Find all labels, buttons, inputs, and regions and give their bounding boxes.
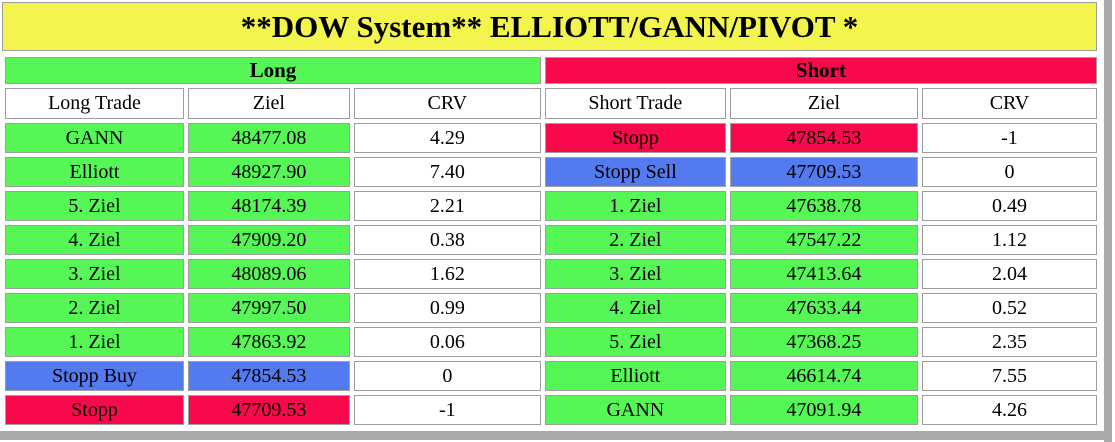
short-trade-cell: 2. Ziel — [544, 225, 726, 255]
short-crv-cell: 1.12 — [921, 225, 1097, 255]
table-row: 2. Ziel 47997.50 0.99 4. Ziel 47633.44 0.52 — [5, 293, 1097, 323]
long-ziel-cell: 47997.50 — [187, 293, 350, 323]
long-trade-cell: Stopp — [5, 395, 184, 425]
short-ziel-cell: 47854.53 — [729, 123, 918, 153]
long-trade-cell: 3. Ziel — [5, 259, 184, 289]
long-crv-cell: 0.06 — [353, 327, 541, 357]
table-row: GANN 48477.08 4.29 Stopp 47854.53 -1 — [5, 123, 1097, 153]
short-trade-cell: Stopp — [544, 123, 726, 153]
short-crv-cell: 2.04 — [921, 259, 1097, 289]
short-crv-cell: 0 — [921, 157, 1097, 187]
long-trade-cell: 2. Ziel — [5, 293, 184, 323]
short-trade-cell: Elliott — [544, 361, 726, 391]
short-crv-cell: 4.26 — [921, 395, 1097, 425]
long-crv-cell: 7.40 — [353, 157, 541, 187]
short-ziel-header: Ziel — [729, 88, 918, 119]
long-ziel-cell: 47909.20 — [187, 225, 350, 255]
long-trade-cell: Stopp Buy — [5, 361, 184, 391]
short-trade-cell: 3. Ziel — [544, 259, 726, 289]
long-ziel-header: Ziel — [187, 88, 350, 119]
window-frame-right — [1104, 0, 1112, 442]
long-crv-cell: 2.21 — [353, 191, 541, 221]
short-crv-cell: 7.55 — [921, 361, 1097, 391]
long-ziel-cell: 47709.53 — [187, 395, 350, 425]
short-crv-cell: 2.35 — [921, 327, 1097, 357]
window-frame-bottom — [0, 431, 1104, 440]
table-row: Stopp 47709.53 -1 GANN 47091.94 4.26 — [5, 395, 1097, 425]
long-ziel-cell: 47863.92 — [187, 327, 350, 357]
long-section-banner: Long — [5, 57, 541, 84]
long-trade-cell: GANN — [5, 123, 184, 153]
short-trade-cell: GANN — [544, 395, 726, 425]
short-section-banner: Short — [544, 57, 1097, 84]
short-crv-header: CRV — [921, 88, 1097, 119]
short-ziel-cell: 47368.25 — [729, 327, 918, 357]
long-crv-cell: -1 — [353, 395, 541, 425]
long-ziel-cell: 47854.53 — [187, 361, 350, 391]
column-header-row: Long Trade Ziel CRV Short Trade Ziel CRV — [5, 88, 1097, 119]
short-trade-cell: 4. Ziel — [544, 293, 726, 323]
long-crv-cell: 0.38 — [353, 225, 541, 255]
long-ziel-cell: 48089.06 — [187, 259, 350, 289]
short-crv-cell: -1 — [921, 123, 1097, 153]
long-trade-cell: 4. Ziel — [5, 225, 184, 255]
short-ziel-cell: 47413.64 — [729, 259, 918, 289]
table-row: Elliott 48927.90 7.40 Stopp Sell 47709.53 0 — [5, 157, 1097, 187]
page-title: **DOW System** ELLIOTT/GANN/PIVOT * — [2, 2, 1097, 51]
short-trade-cell: 5. Ziel — [544, 327, 726, 357]
table-row: 4. Ziel 47909.20 0.38 2. Ziel 47547.22 1.12 — [5, 225, 1097, 255]
short-crv-cell: 0.49 — [921, 191, 1097, 221]
short-crv-cell: 0.52 — [921, 293, 1097, 323]
short-ziel-cell: 47709.53 — [729, 157, 918, 187]
long-trade-cell: 5. Ziel — [5, 191, 184, 221]
long-trade-cell: Elliott — [5, 157, 184, 187]
long-crv-cell: 0.99 — [353, 293, 541, 323]
short-trade-cell: Stopp Sell — [544, 157, 726, 187]
short-ziel-cell: 47633.44 — [729, 293, 918, 323]
long-crv-cell: 0 — [353, 361, 541, 391]
long-crv-cell: 4.29 — [353, 123, 541, 153]
short-ziel-cell: 47091.94 — [729, 395, 918, 425]
short-trade-cell: 1. Ziel — [544, 191, 726, 221]
long-trade-cell: 1. Ziel — [5, 327, 184, 357]
table-row: Stopp Buy 47854.53 0 Elliott 46614.74 7.55 — [5, 361, 1097, 391]
long-crv-cell: 1.62 — [353, 259, 541, 289]
section-banner-row: Long Short — [5, 57, 1097, 84]
short-trade-header: Short Trade — [544, 88, 726, 119]
long-ziel-cell: 48477.08 — [187, 123, 350, 153]
long-trade-header: Long Trade — [5, 88, 184, 119]
long-ziel-cell: 48174.39 — [187, 191, 350, 221]
long-crv-header: CRV — [353, 88, 541, 119]
table-row: 5. Ziel 48174.39 2.21 1. Ziel 47638.78 0.49 — [5, 191, 1097, 221]
levels-table: Long Short Long Trade Ziel CRV Short Tra… — [1, 53, 1101, 429]
table-row: 3. Ziel 48089.06 1.62 3. Ziel 47413.64 2.04 — [5, 259, 1097, 289]
short-ziel-cell: 47547.22 — [729, 225, 918, 255]
short-ziel-cell: 47638.78 — [729, 191, 918, 221]
long-ziel-cell: 48927.90 — [187, 157, 350, 187]
table-row: 1. Ziel 47863.92 0.06 5. Ziel 47368.25 2.35 — [5, 327, 1097, 357]
short-ziel-cell: 46614.74 — [729, 361, 918, 391]
